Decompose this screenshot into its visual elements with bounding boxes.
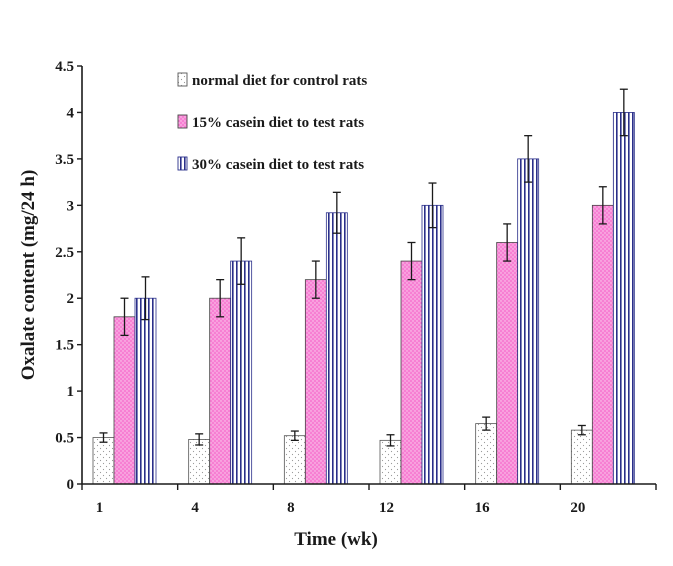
y-tick-label: 4	[67, 105, 75, 121]
bar-series-1-week-20	[591, 204, 614, 485]
bar-series-0-week-16	[475, 423, 498, 485]
x-tick-label: 16	[475, 500, 491, 516]
y-tick-label: 1	[67, 384, 75, 400]
x-tick-label: 8	[287, 500, 295, 516]
bar-series-2-week-20	[612, 112, 635, 485]
legend-swatch-1	[177, 114, 188, 129]
y-tick-label: 4.5	[55, 59, 74, 75]
bar-series-2-week-4	[230, 260, 253, 485]
x-tick-label: 4	[191, 500, 199, 516]
legend-label-0: normal diet for control rats	[192, 73, 367, 89]
y-tick-label: 3.5	[55, 152, 74, 168]
y-tick-label: 2	[67, 291, 75, 307]
bar-series-1-week-1	[113, 316, 136, 485]
legend: normal diet for control rats 15% casein d…	[177, 72, 367, 173]
bar-series-2-week-12	[421, 204, 444, 485]
bar-series-2-week-16	[517, 158, 540, 485]
x-tick-label: 1	[96, 500, 104, 516]
bar-series-1-week-8	[304, 279, 327, 485]
legend-label-2: 30% casein diet to test rats	[192, 157, 364, 173]
y-tick-label: 3	[67, 198, 75, 214]
y-tick-label: 0	[67, 477, 75, 493]
y-tick-label: 2.5	[55, 245, 74, 261]
legend-swatch-0	[177, 72, 188, 87]
bar-series-0-week-4	[188, 439, 211, 485]
legend-swatch-2	[177, 156, 188, 171]
x-tick-label: 12	[379, 500, 394, 516]
bar-series-2-week-8	[325, 212, 348, 485]
bar-series-2-week-1	[134, 297, 157, 485]
bar-series-0-week-12	[379, 439, 402, 485]
x-tick-label: 20	[570, 500, 585, 516]
bar-series-0-week-1	[92, 437, 115, 485]
legend-label-1: 15% casein diet to test rats	[192, 115, 364, 131]
y-tick-label: 0.5	[55, 431, 74, 447]
y-tick-label: 1.5	[55, 338, 74, 354]
y-axis-title: Oxalate content (mg/24 h)	[18, 170, 39, 381]
bar-series-0-week-20	[570, 429, 593, 485]
bar-series-0-week-8	[283, 435, 306, 485]
bar-series-1-week-12	[400, 260, 423, 485]
bar-series-1-week-16	[496, 242, 519, 485]
x-axis-title: Time (wk)	[294, 529, 378, 550]
bar-series-1-week-4	[209, 297, 232, 485]
